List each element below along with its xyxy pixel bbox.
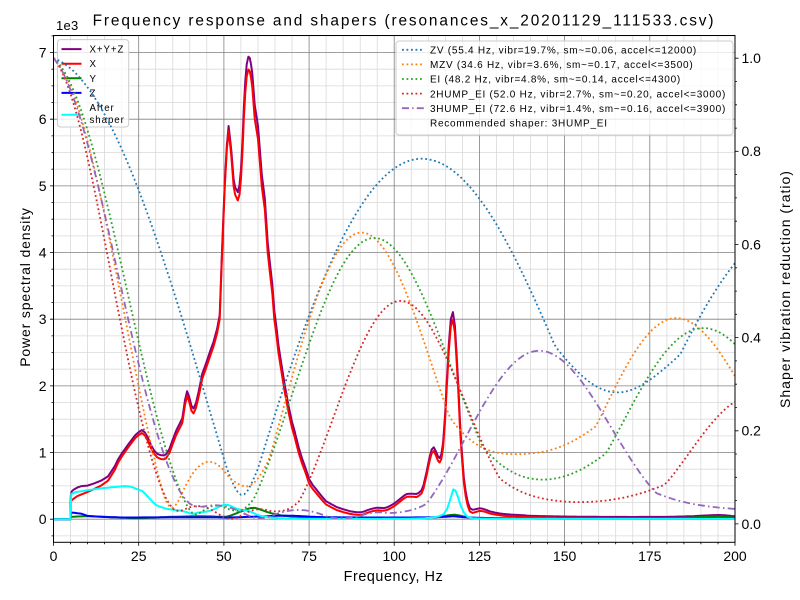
svg-text:7: 7 xyxy=(39,44,47,60)
svg-text:Y: Y xyxy=(90,74,97,85)
svg-text:50: 50 xyxy=(216,548,232,564)
svg-text:5: 5 xyxy=(39,178,47,194)
svg-text:0.0: 0.0 xyxy=(742,516,762,532)
svg-text:175: 175 xyxy=(638,548,662,564)
svg-text:2HUMP_EI (52.0 Hz, vibr=2.7%,: 2HUMP_EI (52.0 Hz, vibr=2.7%, sm~=0.20, … xyxy=(430,89,726,100)
svg-text:150: 150 xyxy=(553,548,577,564)
svg-text:1e3: 1e3 xyxy=(56,18,79,33)
svg-text:125: 125 xyxy=(468,548,492,564)
svg-text:MZV (34.6 Hz, vibr=3.6%, sm~=0: MZV (34.6 Hz, vibr=3.6%, sm~=0.17, accel… xyxy=(430,60,693,71)
svg-text:X+Y+Z: X+Y+Z xyxy=(90,45,125,56)
svg-text:0: 0 xyxy=(39,511,47,527)
svg-text:25: 25 xyxy=(131,548,147,564)
svg-text:Z: Z xyxy=(90,88,97,99)
svg-text:4: 4 xyxy=(39,244,47,260)
svg-text:After: After xyxy=(90,103,115,114)
svg-text:shaper: shaper xyxy=(90,115,125,126)
svg-text:6: 6 xyxy=(39,111,47,127)
svg-text:X: X xyxy=(90,59,97,70)
svg-text:0.2: 0.2 xyxy=(742,423,762,439)
svg-text:0: 0 xyxy=(50,548,58,564)
svg-text:1.0: 1.0 xyxy=(742,50,762,66)
svg-text:0.4: 0.4 xyxy=(742,330,762,346)
svg-text:Frequency response and shapers: Frequency response and shapers (resonanc… xyxy=(93,12,716,29)
svg-text:Power spectral density: Power spectral density xyxy=(17,207,33,367)
svg-text:0.8: 0.8 xyxy=(742,143,762,159)
svg-text:3HUMP_EI (72.6 Hz, vibr=1.4%,: 3HUMP_EI (72.6 Hz, vibr=1.4%, sm~=0.16, … xyxy=(430,104,726,115)
svg-text:ZV (55.4 Hz, vibr=19.7%, sm~=0: ZV (55.4 Hz, vibr=19.7%, sm~=0.06, accel… xyxy=(430,46,697,57)
svg-text:1: 1 xyxy=(39,444,47,460)
svg-text:100: 100 xyxy=(383,548,407,564)
svg-text:200: 200 xyxy=(723,548,747,564)
svg-text:2: 2 xyxy=(39,378,47,394)
svg-text:EI (48.2 Hz, vibr=4.8%, sm~=0.: EI (48.2 Hz, vibr=4.8%, sm~=0.14, accel<… xyxy=(430,75,681,86)
svg-text:0.6: 0.6 xyxy=(742,236,762,252)
svg-text:Recommended shaper: 3HUMP_EI: Recommended shaper: 3HUMP_EI xyxy=(430,119,608,130)
svg-text:75: 75 xyxy=(301,548,317,564)
svg-text:3: 3 xyxy=(39,311,47,327)
svg-text:Shaper vibration reduction (ra: Shaper vibration reduction (ratio) xyxy=(777,170,793,408)
svg-text:Frequency, Hz: Frequency, Hz xyxy=(344,569,444,585)
